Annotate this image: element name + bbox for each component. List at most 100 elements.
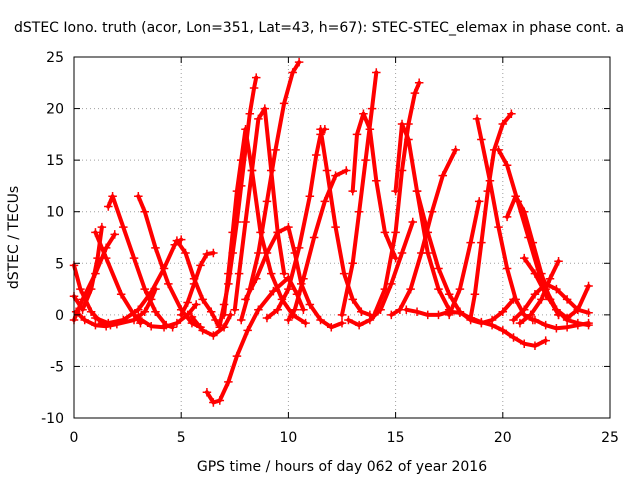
data-point-marker [354, 320, 364, 330]
data-series-group [284, 166, 351, 325]
data-point-marker [196, 261, 205, 270]
data-point-marker [266, 269, 276, 278]
data-point-marker [146, 321, 156, 331]
data-point-marker [151, 307, 160, 317]
series-line [106, 194, 175, 330]
data-series-group [387, 145, 460, 320]
data-point-marker [284, 315, 293, 325]
x-axis-label: GPS time / hours of day 062 of year 2016 [197, 459, 487, 475]
data-point-marker [455, 284, 465, 294]
series-line [447, 199, 482, 317]
data-point-marker [372, 68, 381, 77]
data-point-marker [254, 248, 263, 258]
data-point-marker [134, 305, 143, 314]
data-point-marker [552, 284, 561, 294]
data-point-marker [187, 312, 197, 322]
data-point-marker [387, 279, 396, 289]
data-series-group [176, 248, 218, 320]
data-point-marker [348, 295, 357, 304]
data-point-marker [397, 119, 407, 129]
data-point-marker [502, 264, 512, 273]
x-tick-label: 5 [177, 430, 186, 446]
data-point-marker [271, 145, 280, 155]
data-point-marker [236, 315, 246, 325]
data-point-marker [110, 230, 119, 239]
data-point-marker [526, 310, 535, 320]
data-point-marker [243, 326, 252, 335]
data-point-marker [251, 274, 261, 284]
data-point-marker [86, 284, 96, 294]
data-point-marker [414, 78, 424, 88]
data-point-marker [545, 274, 555, 284]
data-point-marker [417, 248, 426, 258]
data-point-marker [466, 238, 475, 247]
data-point-marker [391, 253, 400, 263]
data-point-marker [254, 114, 263, 124]
y-tick-label: 0 [55, 308, 64, 324]
data-point-marker [299, 305, 308, 314]
data-point-marker [434, 264, 443, 273]
data-point-marker [515, 318, 525, 328]
data-point-marker [552, 305, 561, 314]
data-point-marker [562, 295, 572, 304]
data-point-marker [434, 284, 443, 294]
data-point-marker [584, 320, 593, 330]
data-point-marker [477, 135, 486, 144]
data-point-marker [219, 322, 229, 332]
data-point-marker [357, 307, 366, 317]
data-point-marker [294, 243, 304, 253]
data-point-marker [104, 318, 113, 328]
data-point-marker [404, 135, 413, 144]
data-point-marker [402, 305, 411, 314]
data-point-marker [472, 114, 482, 124]
data-point-marker [86, 307, 96, 317]
series-line [340, 70, 379, 317]
data-point-marker [348, 186, 357, 196]
data-point-marker [249, 83, 259, 93]
data-point-marker [206, 307, 216, 317]
data-point-marker [391, 228, 400, 237]
data-point-marker [584, 308, 593, 318]
data-point-marker [236, 155, 246, 165]
data-point-marker [406, 284, 415, 294]
x-tick-label: 0 [70, 430, 79, 446]
data-point-marker [519, 339, 529, 348]
data-point-marker [352, 130, 362, 139]
data-series-group [402, 305, 550, 351]
data-point-marker [530, 315, 540, 325]
data-point-marker [129, 253, 139, 263]
data-point-marker [232, 351, 242, 361]
data-point-marker [104, 202, 113, 211]
data-point-marker [502, 161, 512, 170]
data-point-marker [232, 186, 242, 196]
data-point-marker [573, 318, 583, 328]
data-point-marker [528, 238, 538, 247]
data-point-marker [537, 295, 546, 304]
data-point-marker [209, 248, 218, 258]
data-point-marker [509, 333, 518, 342]
data-series-group [134, 300, 201, 332]
y-tick-label: 20 [46, 102, 64, 118]
data-point-marker [241, 217, 250, 227]
data-point-marker [116, 289, 126, 299]
data-point-marker [573, 305, 583, 314]
data-point-marker [288, 68, 297, 77]
data-point-marker [316, 124, 325, 134]
data-series-group [202, 273, 308, 407]
series-line [93, 230, 143, 326]
data-point-marker [76, 284, 85, 294]
data-point-marker [284, 284, 293, 294]
data-point-marker [247, 166, 257, 175]
data-point-marker [412, 307, 422, 317]
data-point-marker [369, 310, 379, 320]
series-line [136, 302, 199, 330]
data-point-marker [438, 171, 448, 180]
data-point-marker [164, 279, 173, 289]
data-series-group [337, 68, 381, 320]
data-point-marker [487, 315, 497, 325]
data-point-marker [241, 295, 250, 304]
data-point-marker [176, 310, 186, 320]
data-point-marker [387, 310, 396, 320]
data-point-marker [202, 387, 212, 397]
data-point-marker [408, 217, 418, 227]
